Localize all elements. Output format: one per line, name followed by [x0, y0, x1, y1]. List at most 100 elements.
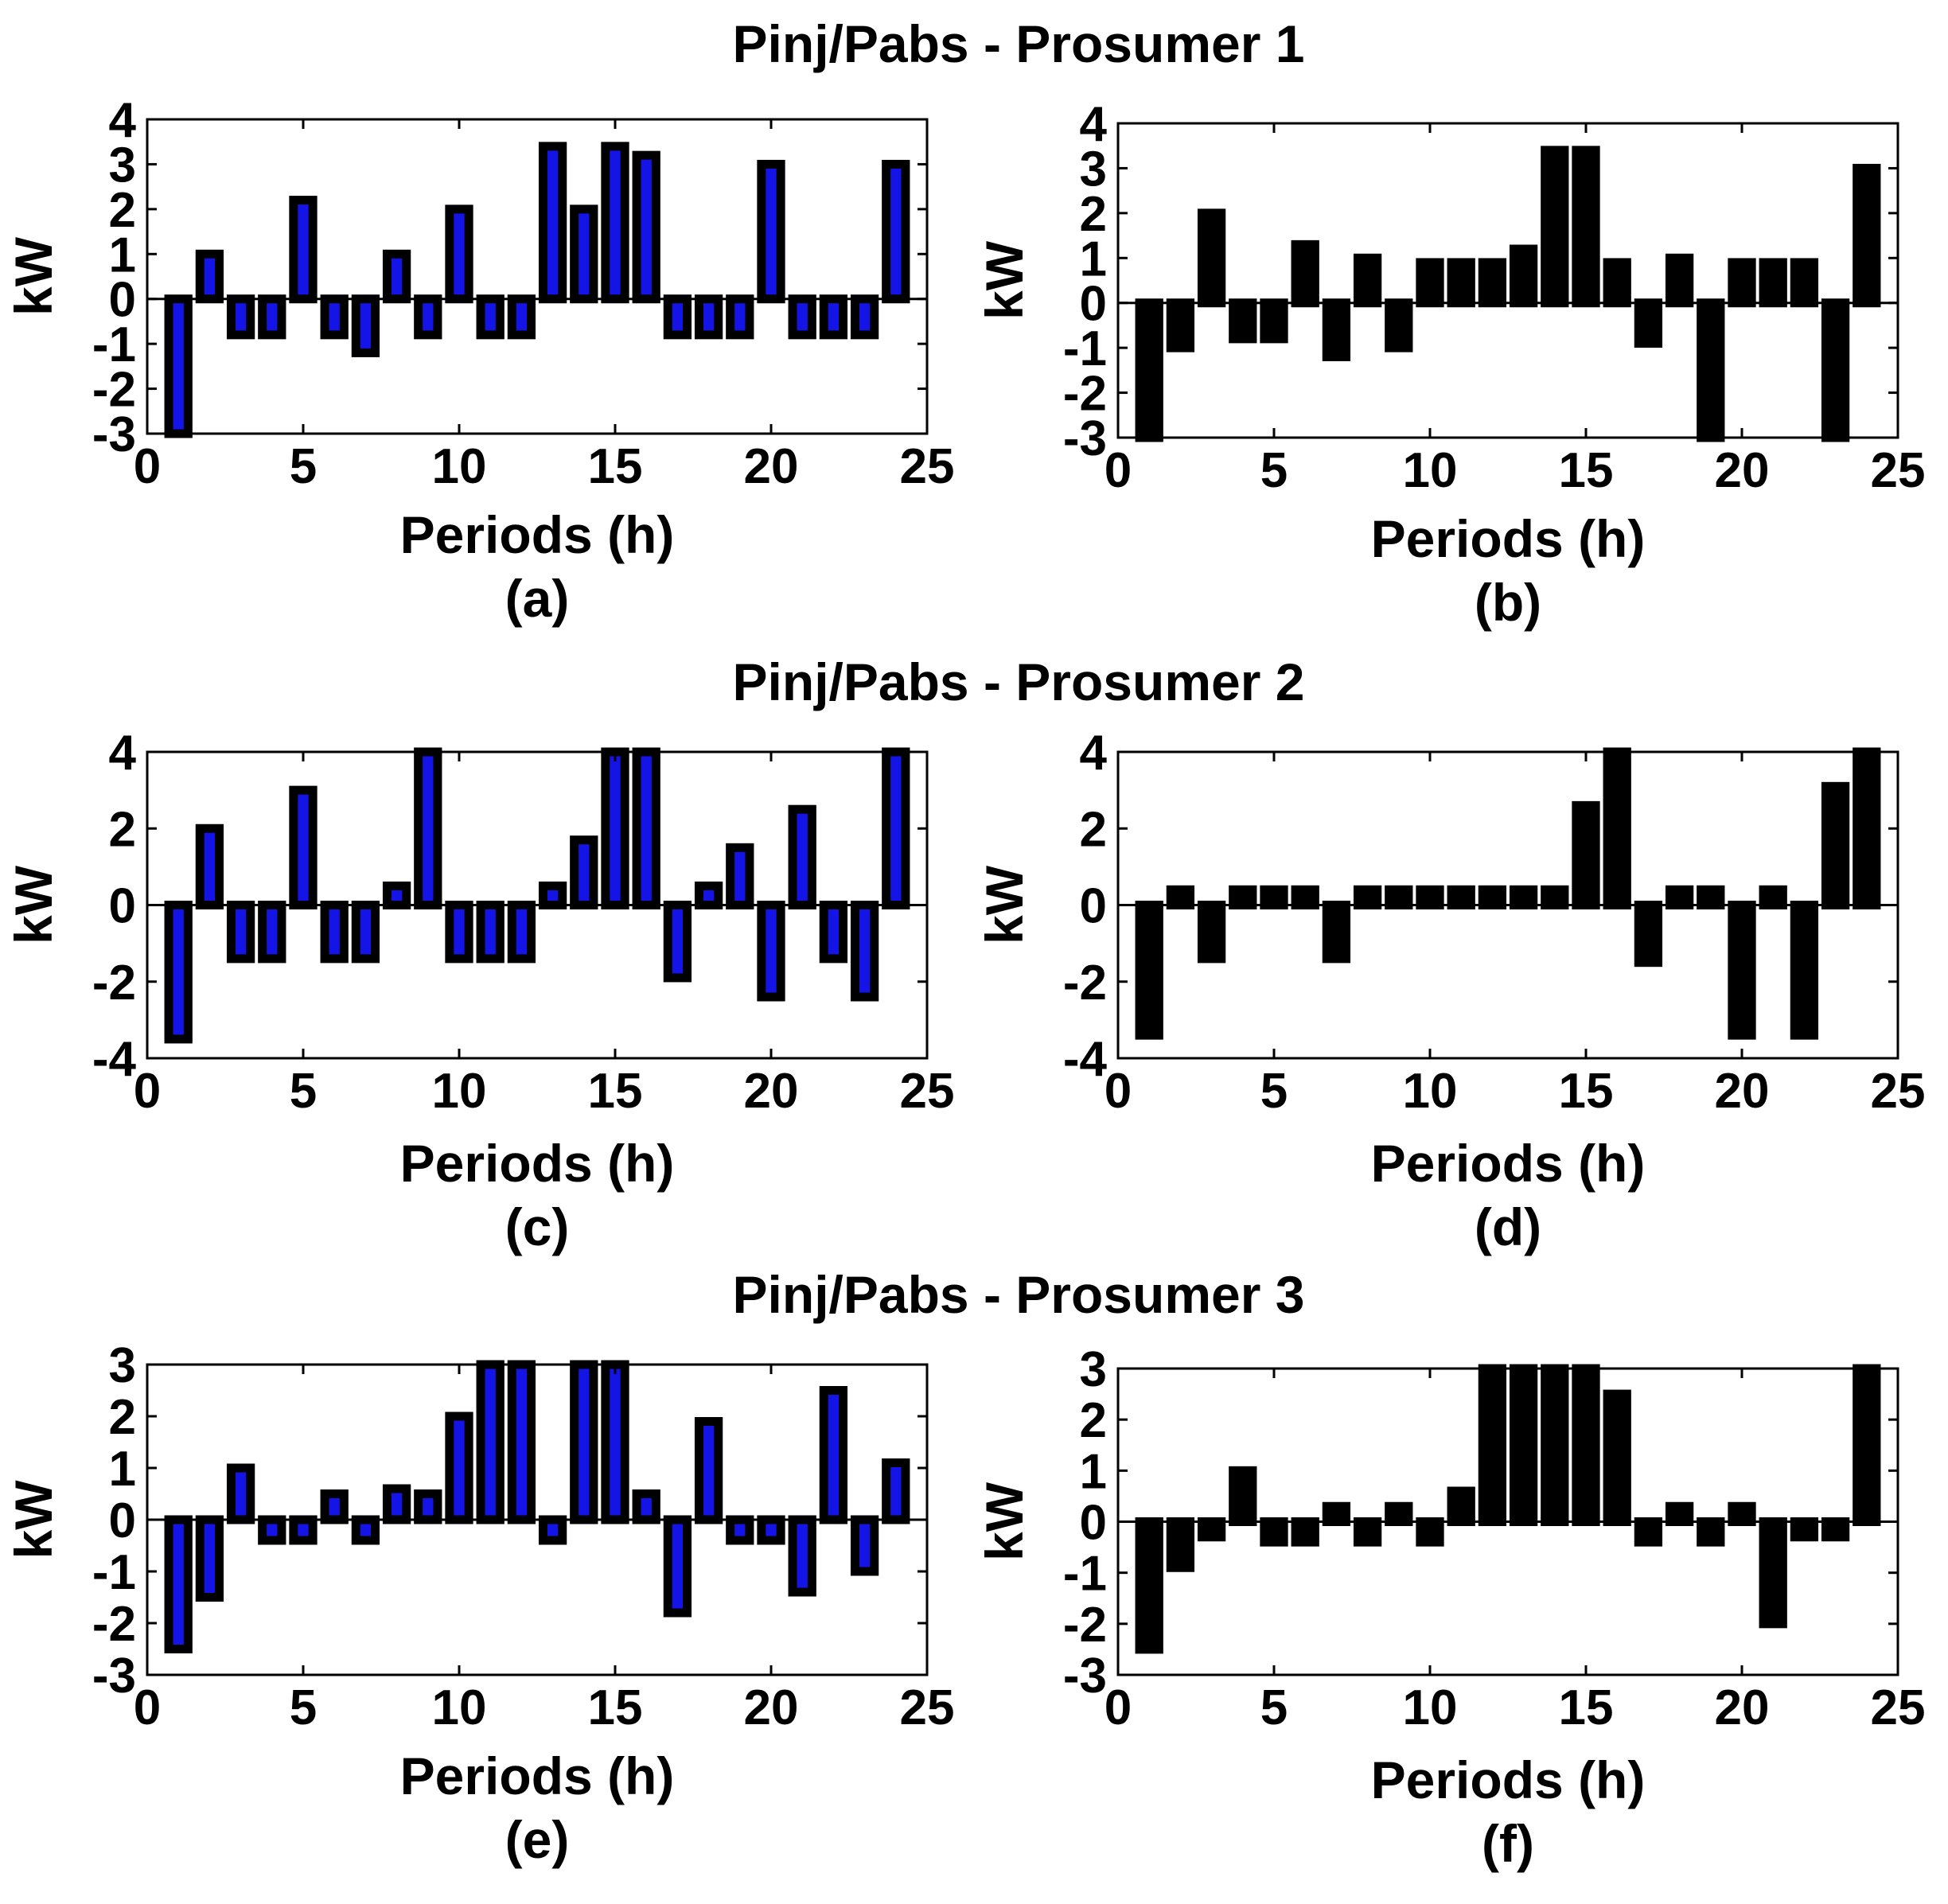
bar — [632, 747, 660, 909]
bar — [1697, 885, 1725, 909]
bar — [1759, 258, 1787, 308]
bar — [445, 204, 473, 304]
bar — [570, 1360, 598, 1524]
bar — [164, 294, 193, 438]
bar — [1790, 1517, 1819, 1542]
x-tick-label: 5 — [1260, 443, 1288, 498]
bar — [226, 294, 255, 340]
bar — [1447, 1486, 1475, 1526]
x-tick-label: 15 — [588, 1680, 643, 1735]
x-axis-label: Periods (h) — [1371, 1134, 1646, 1193]
bar — [226, 1463, 255, 1524]
bar — [1229, 1466, 1257, 1527]
y-tick-label: -4 — [92, 1032, 137, 1087]
y-tick-label: -2 — [92, 1597, 136, 1652]
x-tick-label: 10 — [1403, 1064, 1458, 1119]
y-axis-label: kW — [975, 865, 1034, 944]
bar — [1665, 885, 1694, 909]
bar — [320, 901, 349, 964]
bar — [445, 901, 473, 964]
bar — [819, 294, 848, 340]
bar — [570, 835, 598, 909]
x-tick-label: 15 — [1559, 1680, 1614, 1735]
bar — [1135, 1517, 1163, 1654]
y-tick-label: 4 — [109, 93, 137, 148]
x-axis-label: Periods (h) — [400, 1746, 675, 1805]
x-tick-label: 25 — [1871, 443, 1926, 498]
y-tick-label: 1 — [1080, 232, 1107, 286]
panel-caption: (f) — [1482, 1814, 1534, 1873]
row-title-prosumer-1: Pinj/Pabs - Prosumer 1 — [733, 14, 1305, 73]
bar — [289, 785, 318, 909]
bar — [1260, 1517, 1288, 1547]
bar — [819, 901, 848, 964]
bar — [195, 1515, 224, 1602]
x-tick-label: 15 — [588, 1064, 643, 1119]
y-tick-label: -2 — [92, 363, 136, 418]
bar — [226, 901, 255, 964]
x-tick-label: 15 — [1559, 1064, 1614, 1119]
bar — [1322, 1501, 1351, 1526]
bar — [850, 901, 879, 1002]
x-axis-label: Periods (h) — [400, 505, 675, 564]
y-tick-label: 2 — [109, 802, 136, 857]
x-tick-label: 20 — [744, 1680, 799, 1735]
bar — [601, 747, 629, 909]
y-tick-label: 4 — [109, 726, 137, 781]
bar — [1634, 298, 1663, 348]
bar — [850, 1515, 879, 1576]
y-tick-label: 3 — [109, 1338, 136, 1393]
y-tick-label: 3 — [1080, 1342, 1107, 1397]
plot-area — [146, 118, 929, 435]
x-tick-label: 0 — [1105, 1680, 1132, 1735]
bar — [1291, 239, 1319, 308]
bar — [258, 294, 286, 340]
x-tick-label: 5 — [290, 1064, 317, 1119]
bar — [788, 1515, 816, 1597]
bar — [1416, 258, 1444, 308]
bar — [1759, 1517, 1787, 1629]
y-tick-label: -1 — [1063, 321, 1107, 376]
x-tick-label: 15 — [1559, 443, 1614, 498]
bar — [694, 294, 723, 340]
y-tick-label: -2 — [1063, 1598, 1107, 1653]
bar — [1322, 298, 1351, 361]
bar — [195, 249, 224, 304]
bar — [632, 150, 660, 304]
y-tick-label: -2 — [1063, 367, 1107, 422]
bar — [1572, 1364, 1600, 1526]
bar — [1197, 901, 1226, 964]
bar — [1478, 885, 1507, 909]
bar — [1572, 800, 1600, 909]
y-tick-label: 0 — [1080, 277, 1107, 332]
y-axis-label: kW — [975, 240, 1034, 320]
bar — [757, 159, 785, 304]
bar — [195, 824, 224, 909]
bar — [663, 1515, 692, 1618]
bar — [601, 1360, 629, 1524]
y-tick-label: 4 — [1080, 97, 1108, 152]
bar — [507, 294, 536, 340]
y-tick-label: -2 — [92, 956, 136, 1010]
y-axis-label: kW — [4, 1480, 63, 1559]
bar — [289, 196, 318, 304]
bar — [1447, 258, 1475, 308]
bar — [351, 1515, 380, 1545]
x-tick-label: 10 — [1403, 1680, 1458, 1735]
bar — [414, 1489, 442, 1524]
x-tick-label: 25 — [1871, 1064, 1926, 1119]
panel-caption: (b) — [1475, 573, 1541, 632]
y-tick-label: 2 — [1080, 802, 1107, 857]
bar — [663, 901, 692, 983]
bar — [1166, 298, 1195, 352]
x-tick-label: 25 — [900, 439, 955, 494]
bar — [694, 881, 723, 909]
x-tick-label: 10 — [432, 439, 487, 494]
bar — [1197, 208, 1226, 308]
bar — [1665, 1501, 1694, 1526]
x-tick-label: 5 — [1260, 1680, 1288, 1735]
bar — [726, 294, 754, 340]
